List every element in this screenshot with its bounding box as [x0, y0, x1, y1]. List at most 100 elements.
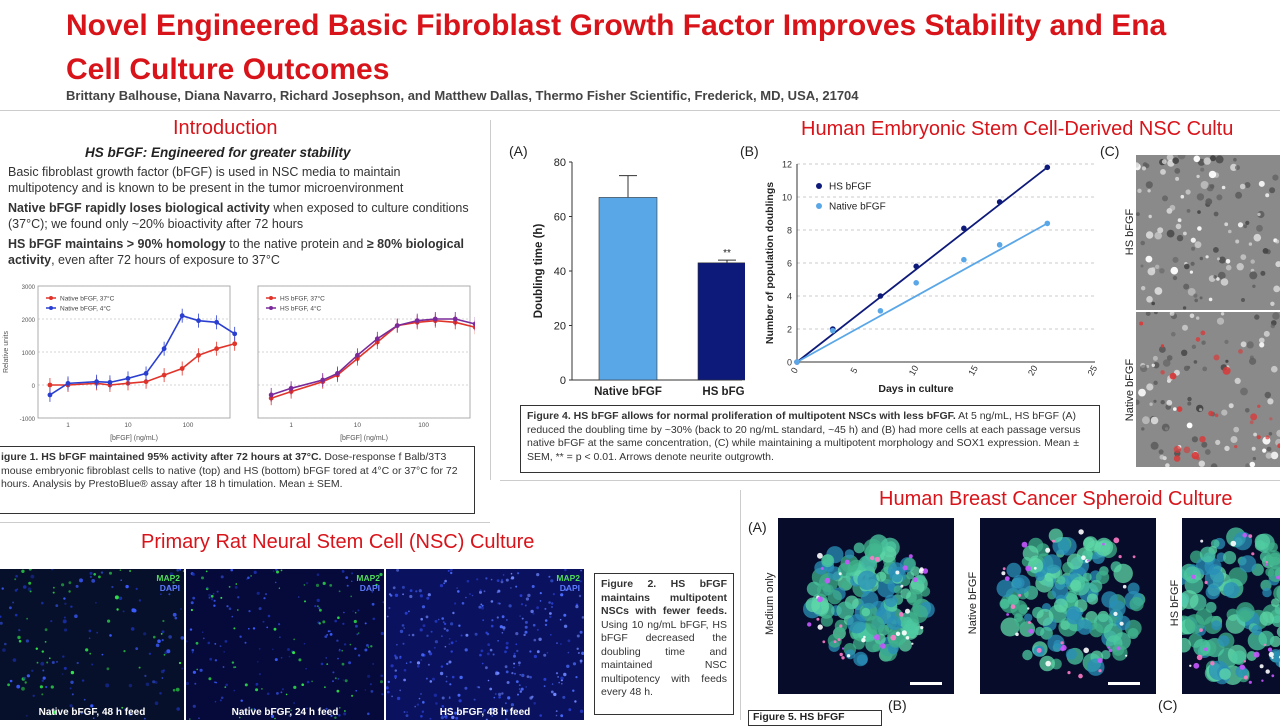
data-point [162, 373, 167, 378]
cell [364, 649, 367, 652]
data-point [196, 353, 201, 358]
cell [409, 595, 412, 598]
cell [1221, 410, 1227, 416]
cell [2, 648, 6, 652]
cell [214, 600, 216, 602]
cell [410, 661, 412, 663]
data-point [997, 242, 1003, 248]
cell [276, 571, 279, 574]
data-point [232, 341, 237, 346]
cell [1141, 427, 1144, 430]
marker-spot [1244, 660, 1246, 662]
cell [274, 628, 277, 631]
cell [1257, 435, 1261, 439]
cell [395, 656, 398, 659]
cell [266, 627, 268, 629]
cell [63, 619, 67, 623]
cell [443, 621, 445, 623]
cell [521, 674, 524, 677]
cell [1187, 209, 1191, 213]
marker-spot [834, 640, 837, 643]
cell [445, 646, 447, 648]
cell [863, 539, 882, 558]
intro-p3-mid: to the native protein and [226, 237, 367, 251]
cell [342, 570, 345, 573]
cell [1235, 192, 1242, 199]
cell [259, 607, 262, 610]
cell [192, 649, 195, 652]
cell [446, 629, 449, 632]
cell [515, 643, 517, 645]
cell [400, 630, 403, 633]
cell [15, 614, 18, 617]
fig2-caption-rest: Using 10 ng/mL bFGF, HS bFGF decreased t… [601, 619, 727, 699]
cell [186, 640, 188, 642]
marker-spot [1242, 533, 1247, 538]
data-point [830, 328, 836, 334]
marker-spot [838, 638, 841, 641]
cell [472, 595, 474, 597]
cell [465, 597, 467, 599]
cell [579, 595, 581, 597]
data-point [320, 378, 325, 383]
cell [347, 585, 349, 587]
cell [525, 626, 528, 629]
marker-spot [1018, 594, 1021, 597]
cell [497, 602, 499, 604]
cell [537, 629, 539, 631]
marker-spot [1067, 671, 1070, 674]
cell [1232, 651, 1246, 665]
cell [28, 582, 31, 585]
x-axis-label: [bFGF] (ng/mL) [110, 435, 158, 442]
cell [255, 688, 258, 691]
cell [245, 683, 248, 686]
marker-spot [880, 643, 886, 649]
cell [25, 681, 27, 683]
cell [1226, 259, 1231, 264]
cell [451, 650, 453, 652]
series-line [50, 316, 235, 395]
cell [431, 631, 433, 633]
cell [209, 597, 211, 599]
marker-spot [1268, 648, 1272, 652]
cell [354, 648, 356, 650]
marker-spot [1098, 669, 1101, 672]
cell [526, 597, 529, 600]
cell [511, 576, 514, 579]
x-tick-label: 0 [789, 366, 800, 375]
cell [1165, 463, 1170, 467]
cell [332, 680, 334, 682]
cell [1178, 218, 1182, 222]
cell [449, 683, 451, 685]
cell [146, 683, 150, 687]
cell [355, 612, 357, 614]
cell [1138, 389, 1146, 397]
data-point [878, 293, 884, 299]
cell [519, 615, 520, 616]
series-line [50, 344, 235, 385]
marker-spot [1113, 612, 1117, 616]
cell [426, 678, 428, 680]
data-point [94, 379, 99, 384]
cell [225, 684, 228, 687]
y-axis-label: Number of population doublings [764, 182, 776, 344]
cell [91, 579, 95, 583]
cell [70, 681, 73, 684]
data-point [453, 317, 458, 322]
cell [449, 696, 450, 697]
cell [1252, 285, 1255, 288]
hesc-image-hs [1136, 155, 1280, 310]
marker-spot [1078, 674, 1083, 679]
cell [1245, 408, 1250, 413]
cell [76, 585, 79, 588]
cell [1045, 573, 1054, 582]
cell [1272, 175, 1278, 181]
cell [1251, 259, 1255, 263]
cell [1177, 406, 1183, 412]
cell [232, 661, 234, 663]
cell [543, 654, 546, 657]
cell [478, 686, 480, 688]
cell [306, 582, 308, 584]
cell [208, 642, 211, 645]
